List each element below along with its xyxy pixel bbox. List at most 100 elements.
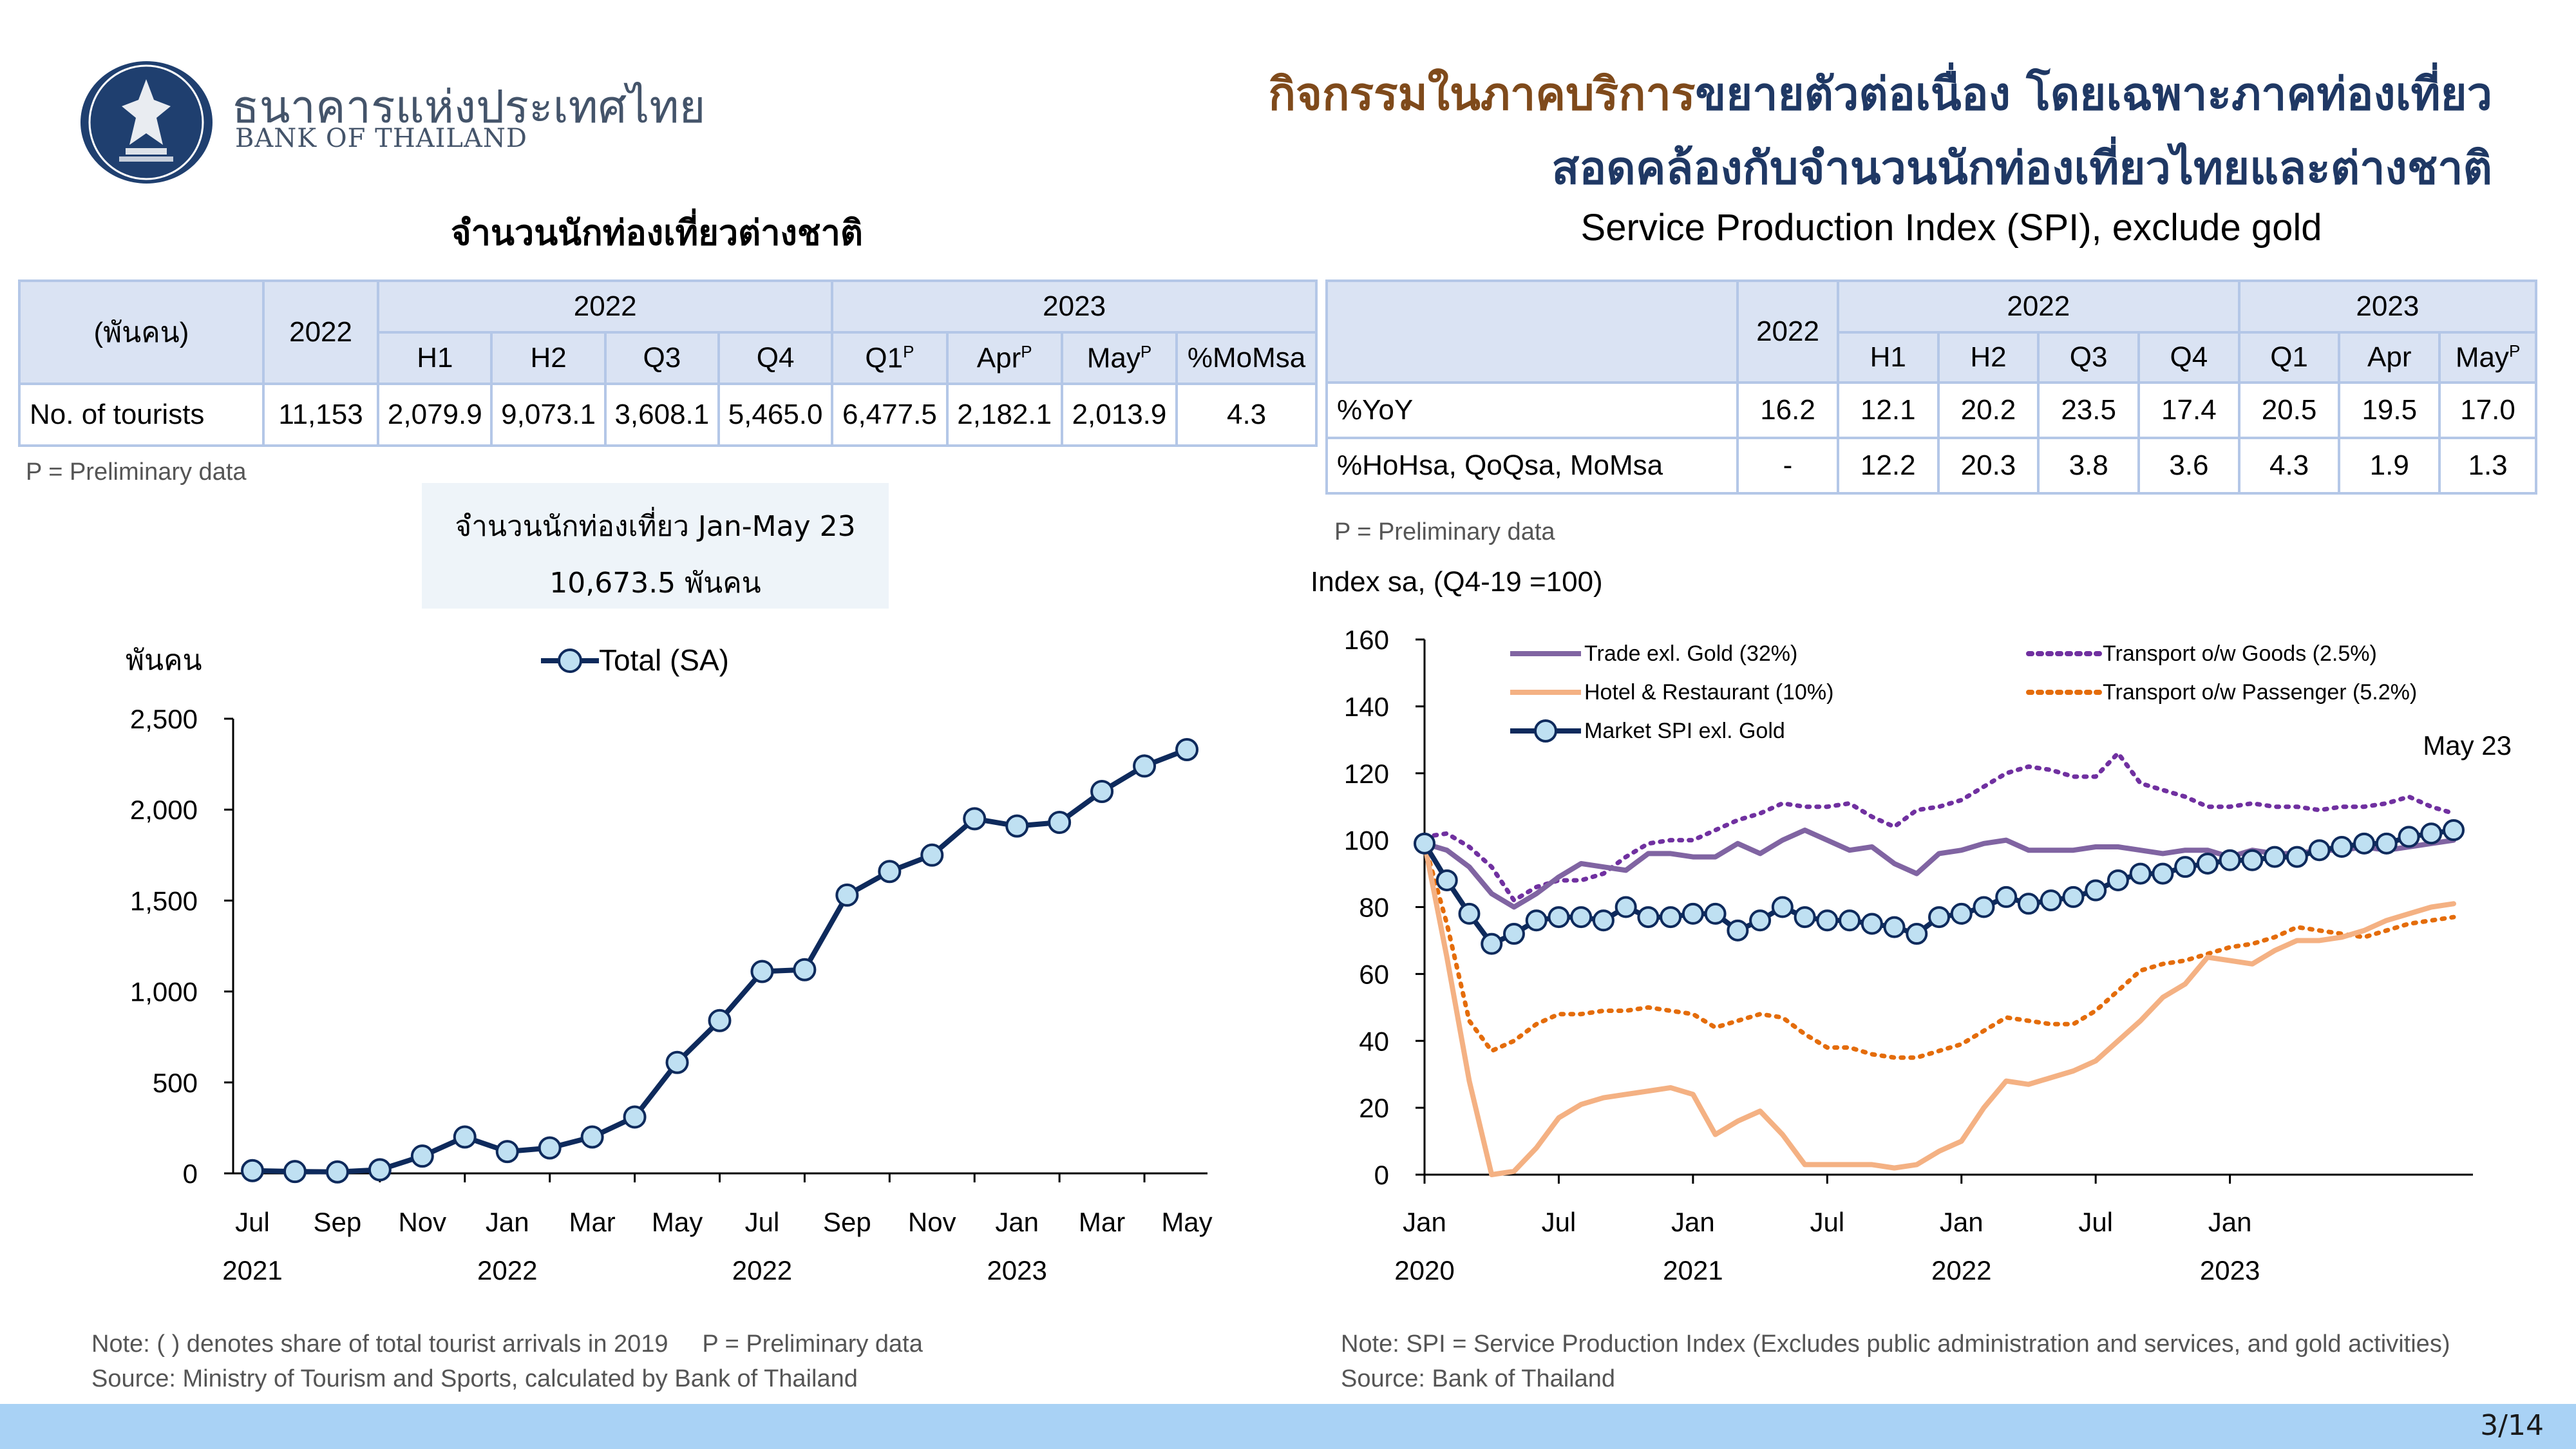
table-cell: 17.0 <box>2438 381 2537 439</box>
data-point <box>1525 909 1548 932</box>
data-point <box>2264 846 2286 868</box>
legend-label: Total (SA) <box>599 643 729 677</box>
left-source-line: Source: Ministry of Tourism and Sports, … <box>91 1365 858 1392</box>
x-year-label: 2022 <box>1931 1255 1991 1285</box>
left-panel-subtitle: จำนวนนักท่องเที่ยวต่างชาติ <box>451 213 863 253</box>
garuda-emblem-icon <box>88 64 204 180</box>
right-footnote: Note: SPI = Service Production Index (Ex… <box>1341 1327 2450 1396</box>
series-line-transport-o-w-passenger-5-2 <box>1422 841 2456 1060</box>
header-q4: Q4 <box>717 331 834 385</box>
table-cell: 3.6 <box>2137 437 2240 495</box>
y-tick-label: 60 <box>1359 959 1389 989</box>
y-tick-label: 500 <box>153 1068 198 1098</box>
summary-line2: 10,673.5 พันคน <box>549 567 761 600</box>
header-year-2022: 2022 <box>1736 279 1839 384</box>
spi-line-chart: Index sa, (Q4-19 =100) 0 20 40 60 80 100 120 140… <box>1311 566 2512 1285</box>
data-point <box>2286 846 2308 868</box>
x-tick-label: Jan <box>1940 1207 1984 1237</box>
data-point <box>1681 902 1704 925</box>
header-h1: H1 <box>1836 331 1940 384</box>
y-tick-label: 40 <box>1359 1026 1389 1056</box>
data-point <box>1637 906 1660 929</box>
x-year-label: 2021 <box>1663 1255 1723 1285</box>
table-cell: 1.3 <box>2438 437 2537 495</box>
legend-label: Hotel & Restaurant (10%) <box>1584 680 1833 705</box>
data-point <box>1414 832 1435 855</box>
x-year-label: 2023 <box>987 1255 1046 1285</box>
legend-label: Market SPI exl. Gold <box>1584 719 1785 743</box>
y-tick-label: 0 <box>183 1159 198 1189</box>
series-line-hotel-restaurant-10 <box>1422 840 2456 1177</box>
legend-label: Trade exl. Gold (32%) <box>1584 641 1797 666</box>
row-label: %HoHsa, QoQsa, MoMsa <box>1325 437 1739 495</box>
table-cell: 4.3 <box>2237 437 2341 495</box>
data-point <box>495 1140 519 1164</box>
y-tick-label: 20 <box>1359 1093 1389 1123</box>
table-cell: 11,153 <box>261 383 380 447</box>
data-point <box>665 1050 689 1074</box>
data-point <box>1592 909 1615 932</box>
x-tick-label: Jan <box>995 1207 1039 1237</box>
title-highlight: กิจกรรมในภาคบริการ <box>1268 68 1696 120</box>
data-point <box>2398 826 2420 848</box>
x-tick-label: Nov <box>398 1207 446 1237</box>
data-point <box>1481 933 1503 955</box>
x-tick-label: Mar <box>1079 1207 1125 1237</box>
legend-marker <box>1534 719 1557 743</box>
data-point <box>1816 909 1839 932</box>
table-cell: 2,013.9 <box>1060 383 1179 447</box>
footer-bar <box>0 1404 2576 1449</box>
data-point <box>1133 754 1157 778</box>
y-tick-label: 100 <box>1344 826 1389 856</box>
table-cell: 2,182.1 <box>945 383 1063 447</box>
header-unit: (พันคน) <box>18 279 265 385</box>
data-point <box>1660 906 1682 929</box>
x-tick-label: Jul <box>1542 1207 1577 1237</box>
data-point <box>2107 869 2129 891</box>
table-cell: 12.1 <box>1836 381 1940 439</box>
x-tick-label: Jan <box>2208 1207 2252 1237</box>
x-year-label: 2023 <box>2200 1255 2260 1285</box>
y-tick-label: 160 <box>1344 625 1389 655</box>
data-point <box>1973 896 1995 918</box>
data-point <box>2375 832 2398 855</box>
right-prelim-note: P = Preliminary data <box>1334 518 1555 545</box>
table-cell: 20.3 <box>1937 437 2040 495</box>
x-tick-label: Sep <box>314 1207 362 1237</box>
header-blank <box>1325 279 1739 384</box>
page-title-line2: สอดคล้องกับจำนวนนักท่องเที่ยวไทยและต่างช… <box>1551 142 2493 194</box>
header-may: MayP <box>1060 331 1179 385</box>
data-point <box>2420 822 2443 845</box>
data-point <box>1175 738 1198 762</box>
table-row: %HoHsa, QoQsa, MoMsa - 12.2 20.3 3.8 3.6… <box>1325 437 2537 495</box>
summary-line1: จำนวนนักท่องเที่ยว Jan-May 23 <box>455 510 856 543</box>
legend-marker <box>558 649 582 673</box>
header-apr: AprP <box>945 331 1063 385</box>
bank-name-thai: ธนาคารแห่งประเทศไทย <box>232 80 706 133</box>
data-point <box>1995 886 2018 908</box>
x-year-label: 2022 <box>732 1255 792 1285</box>
data-point <box>2443 819 2465 842</box>
annotation-may-23: May 23 <box>2423 730 2512 761</box>
x-year-label: 2021 <box>222 1255 282 1285</box>
table-cell: 5,465.0 <box>717 383 834 447</box>
table-cell: - <box>1736 437 1839 495</box>
y-axis-unit-label: พันคน <box>126 645 202 676</box>
data-point <box>1771 896 1794 918</box>
header-year-2022: 2022 <box>261 279 380 385</box>
series-line-total <box>252 747 1188 1175</box>
table-row: No. of tourists 11,153 2,079.9 9,073.1 3… <box>18 383 1318 447</box>
header-h2: H2 <box>490 331 607 385</box>
x-tick-label: May <box>652 1207 703 1237</box>
table-cell: 1.9 <box>2338 437 2441 495</box>
series-line-trade-exl-gold-32 <box>1422 828 2456 910</box>
data-point <box>2174 856 2197 878</box>
data-point <box>1704 902 1727 925</box>
legend-label: Transport o/w Goods (2.5%) <box>2103 641 2377 666</box>
x-tick-label: Jul <box>1810 1207 1844 1237</box>
x-tick-label: Nov <box>908 1207 956 1237</box>
y-tick-label: 1,500 <box>130 886 198 916</box>
y-tick-label: 2,500 <box>130 704 198 734</box>
data-point <box>283 1160 307 1184</box>
series-line-transport-o-w-goods-2-5 <box>1422 751 2456 903</box>
